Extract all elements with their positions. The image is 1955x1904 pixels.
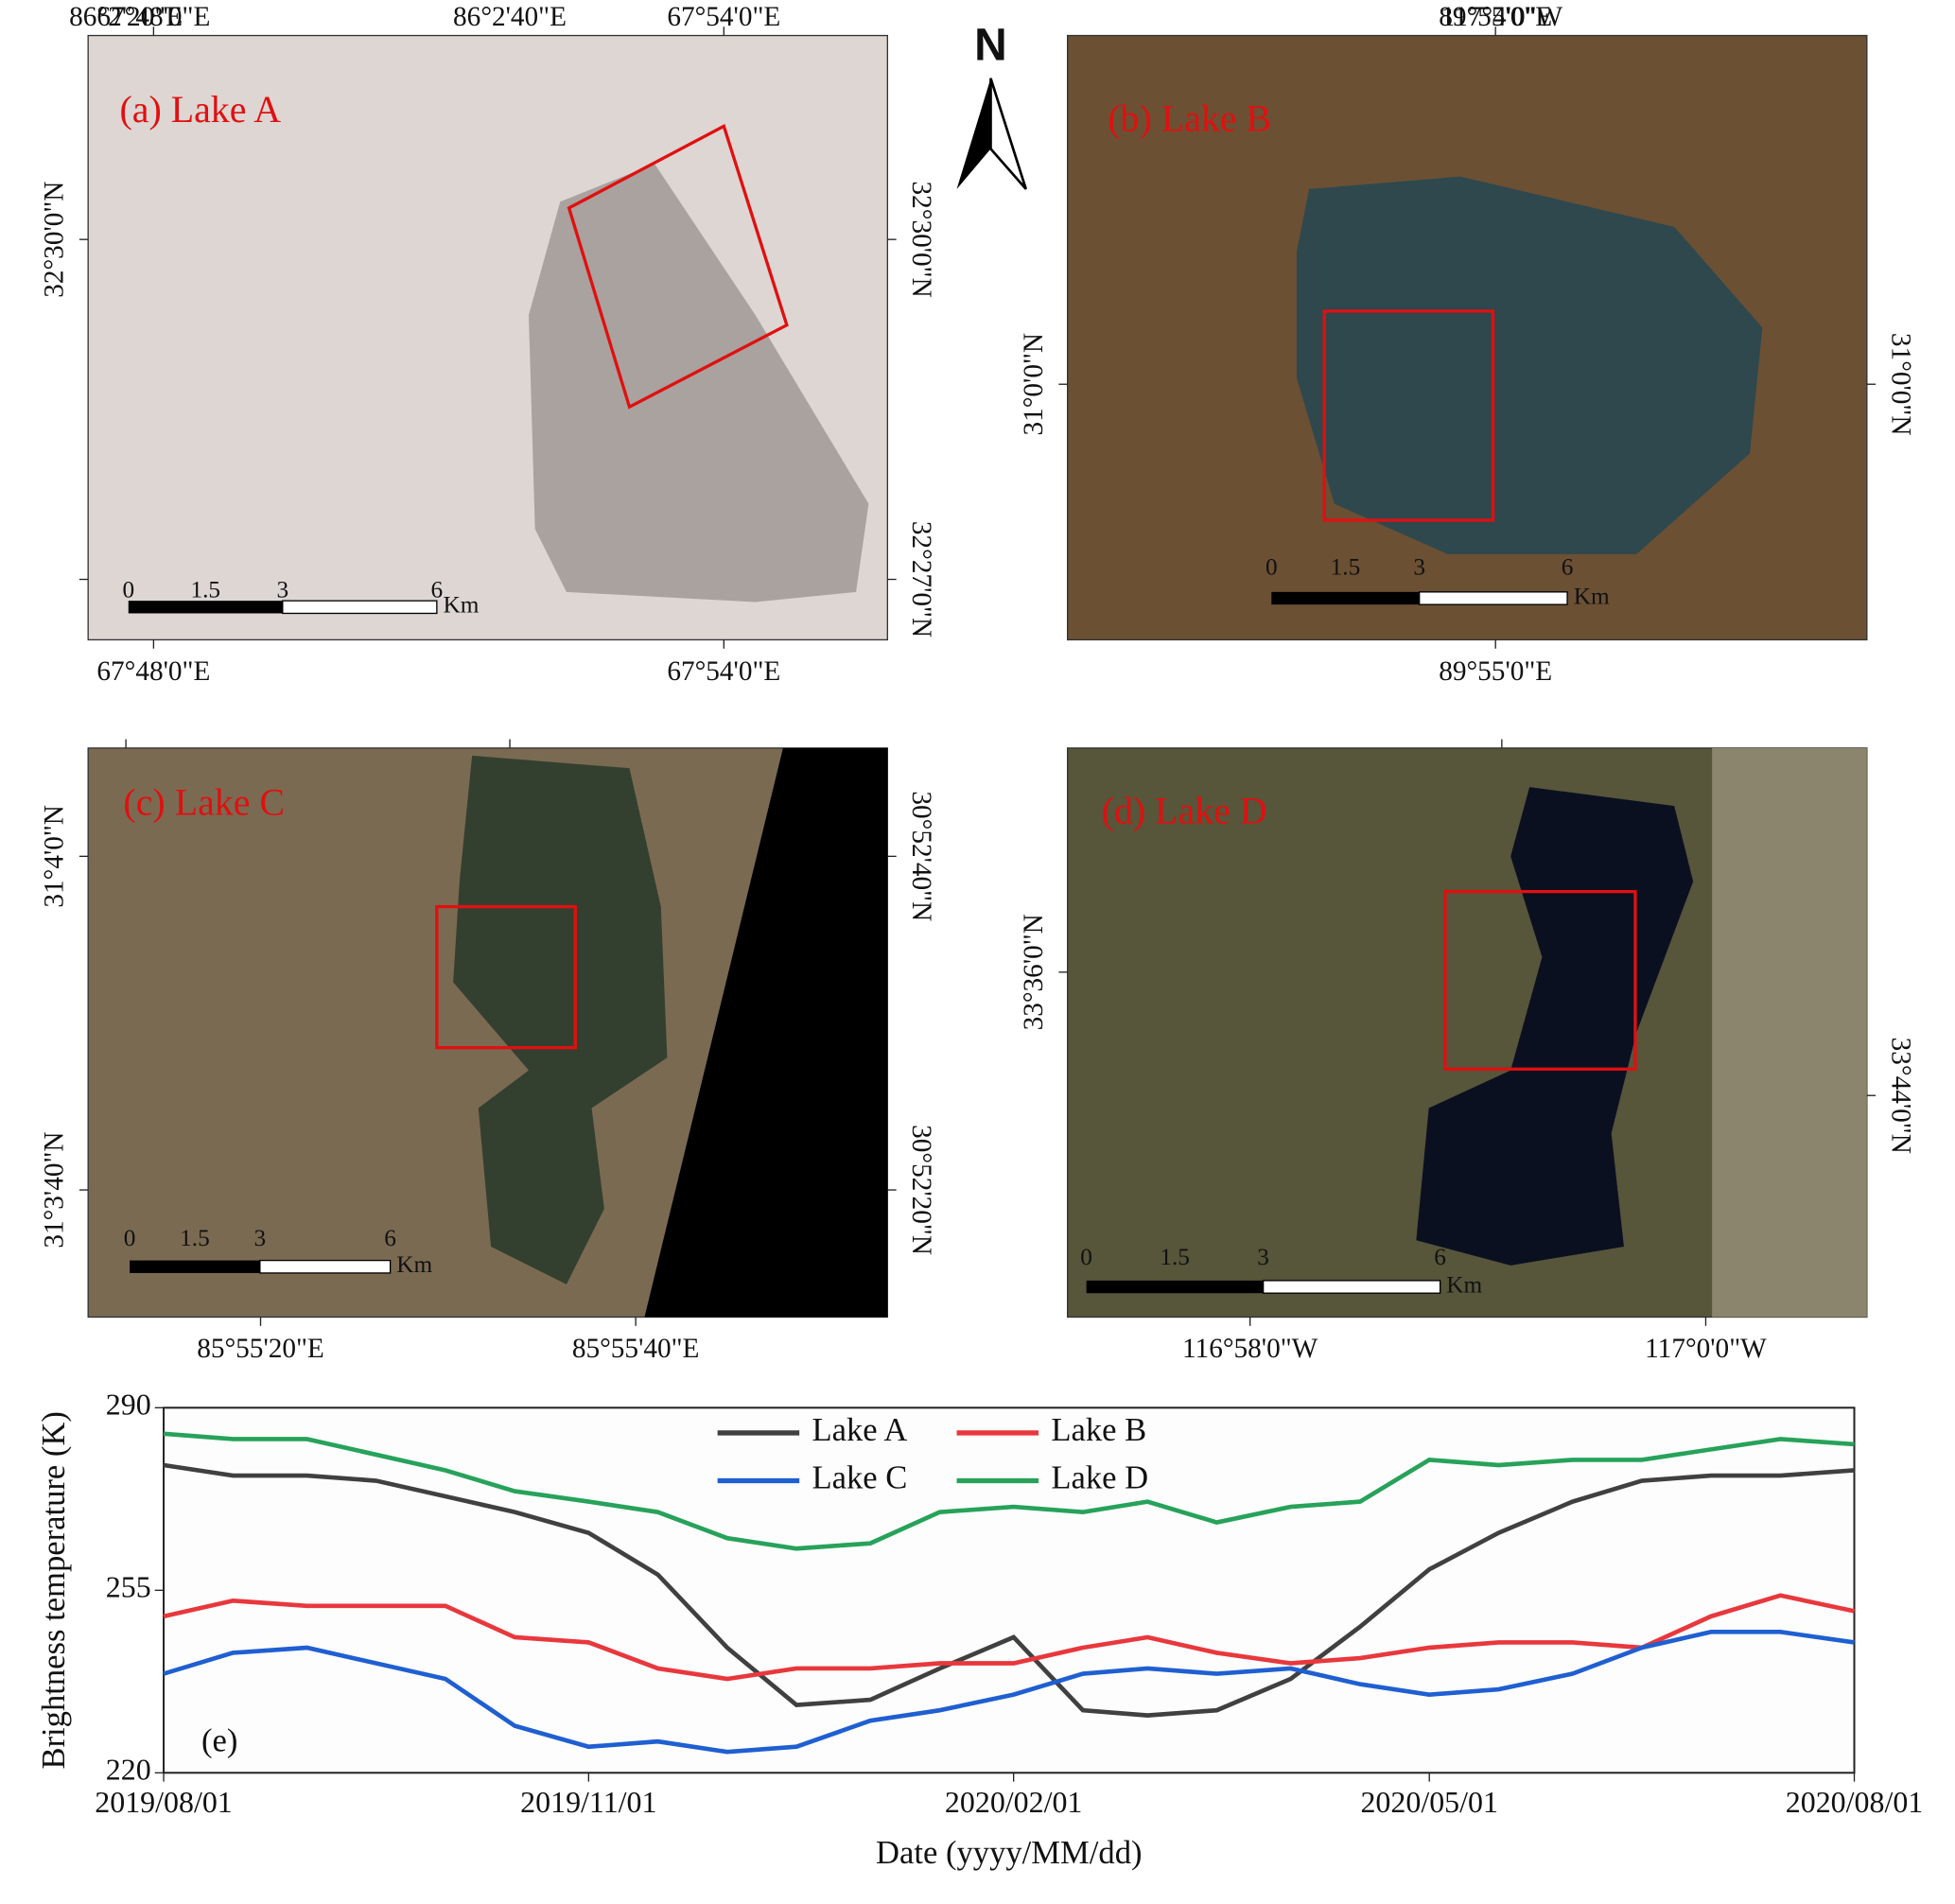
series-line [163, 1593, 1856, 1682]
lat-label: 32°30'0"N [906, 182, 936, 298]
lon-label: 86°2'20"E [69, 2, 183, 32]
x-tick-label: 2020/08/01 [1786, 1786, 1924, 1819]
scale-bar [1271, 591, 1420, 605]
scale-label: 6 [1434, 1244, 1446, 1270]
scale-label: 0 [1266, 554, 1278, 581]
lon-label: 67°54'0"E [667, 656, 780, 687]
scale-label: 6 [431, 577, 444, 603]
scale-unit: Km [1446, 1271, 1482, 1298]
scale-label: 1.5 [190, 577, 220, 603]
y-tick-label: 220 [106, 1754, 151, 1787]
lake-c [453, 755, 668, 1284]
annotation: (e) [201, 1723, 237, 1759]
lat-label: 33°36'0"N [1019, 914, 1049, 1030]
lon-label: 117°4'0"W [1441, 2, 1563, 32]
scale-bar [1419, 591, 1568, 605]
north-label: N [974, 21, 1007, 71]
panel-title: (d) Lake D [1102, 790, 1267, 832]
lake-a [529, 164, 869, 603]
scale-label: 3 [276, 577, 288, 603]
x-axis-label: Date (yyyy/MM/dd) [876, 1835, 1143, 1871]
x-tick-label: 2019/11/01 [520, 1786, 656, 1819]
y-tick-label: 290 [106, 1389, 151, 1422]
lon-label: 85°55'40"E [572, 1334, 700, 1364]
scale-unit: Km [1574, 583, 1610, 609]
scale-label: 3 [1413, 554, 1425, 581]
scale-bar [282, 600, 438, 615]
roi-box [1443, 889, 1637, 1071]
lon-label: 86°2'40"E [453, 2, 567, 32]
lon-label: 89°55'0"E [1439, 656, 1552, 687]
scale-label: 3 [1257, 1244, 1269, 1270]
y-axis-label: Brightness temperature (K) [36, 1411, 72, 1770]
legend-label: Lake A [812, 1412, 907, 1448]
scale-label: 1.5 [1160, 1244, 1190, 1270]
lon-label: 117°0'0"W [1645, 1334, 1767, 1364]
legend-label: Lake D [1051, 1459, 1148, 1495]
x-tick-label: 2020/02/01 [945, 1786, 1083, 1819]
lat-label: 31°0'0"N [1885, 333, 1915, 436]
urban [1712, 747, 1867, 1318]
scale-label: 6 [1562, 554, 1574, 581]
north-arrow [956, 78, 991, 189]
lon-label: 67°48'0"E [96, 656, 210, 687]
x-tick-label: 2020/05/01 [1360, 1786, 1498, 1819]
roi-box [567, 123, 789, 410]
scale-unit: Km [444, 592, 480, 619]
scale-bar [259, 1259, 392, 1274]
lat-label: 31°3'40"N [40, 1131, 70, 1248]
series-line [163, 1431, 1855, 1551]
lat-label: 32°27'0"N [906, 521, 936, 638]
panel-title: (c) Lake C [123, 780, 285, 823]
scale-label: 1.5 [1331, 554, 1361, 581]
lake-d [1416, 787, 1694, 1266]
panel-title: (a) Lake A [119, 88, 281, 131]
legend-label: Lake B [1051, 1412, 1146, 1448]
scale-unit: Km [396, 1251, 432, 1278]
roi-box [1322, 309, 1495, 522]
lat-label: 30°52'40"N [906, 791, 936, 921]
lat-label: 31°4'0"N [40, 805, 70, 908]
scale-bar [128, 601, 283, 614]
legend-label: Lake C [812, 1459, 907, 1495]
roi-box [435, 904, 577, 1050]
north-arrow [989, 78, 1028, 190]
lat-label: 30°52'20"N [906, 1125, 936, 1255]
scale-label: 1.5 [180, 1225, 210, 1251]
series-line [163, 1462, 1855, 1718]
lat-label: 31°0'0"N [1019, 333, 1049, 436]
panel-title: (b) Lake B [1108, 97, 1271, 140]
scale-label: 6 [384, 1225, 396, 1251]
y-tick-label: 255 [106, 1571, 151, 1604]
scale-bar [1262, 1280, 1441, 1294]
scale-label: 0 [124, 1225, 136, 1251]
lon-label: 116°58'0"W [1182, 1334, 1318, 1364]
no-data [644, 747, 888, 1318]
x-tick-label: 2019/08/01 [95, 1786, 233, 1819]
scale-label: 0 [122, 577, 134, 603]
lon-label: 85°55'20"E [197, 1334, 324, 1364]
lake-b [1296, 176, 1763, 554]
scale-bar [1086, 1280, 1264, 1294]
scale-label: 0 [1080, 1244, 1092, 1270]
lat-label: 32°30'0"N [40, 182, 70, 298]
series-line [163, 1630, 1855, 1755]
lat-label: 33°44'0"N [1885, 1038, 1915, 1154]
scale-label: 3 [254, 1225, 267, 1251]
scale-bar [130, 1260, 260, 1273]
